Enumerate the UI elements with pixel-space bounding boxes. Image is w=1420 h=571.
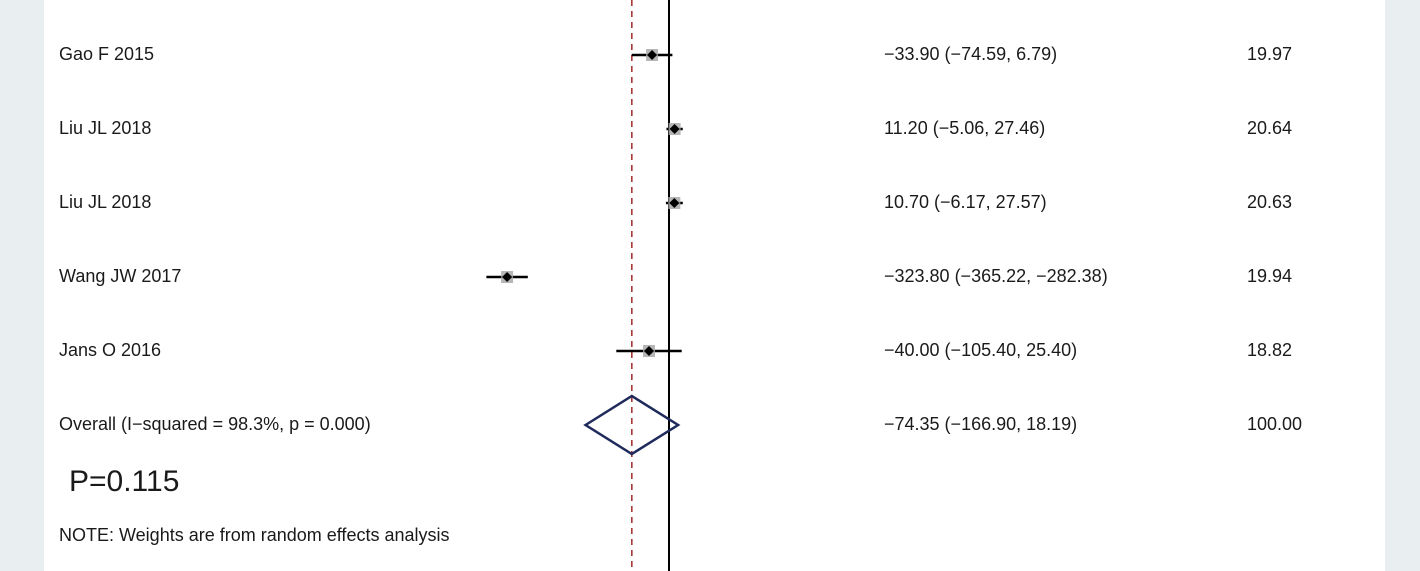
study-weight: 19.97 — [1247, 44, 1292, 64]
study-point-estimate — [644, 346, 654, 356]
study-point-estimate — [669, 198, 680, 208]
study-weight: 18.82 — [1247, 340, 1292, 360]
forest-plot-panel: Gao F 2015 −33.90 (−74.59, 6.79) 19.97 Liu … — [44, 0, 1385, 571]
p-value-label: P=0.115 — [69, 465, 179, 498]
weights-note: NOTE: Weights are from random effects an… — [59, 525, 449, 545]
study-point-estimate — [669, 124, 680, 134]
study-ci: 10.70 (−6.17, 27.57) — [884, 192, 1047, 212]
overall-label: Overall (I−squared = 98.3%, p = 0.000) — [59, 414, 371, 434]
study-weight: 20.64 — [1247, 118, 1292, 138]
overall-weight: 100.00 — [1247, 414, 1302, 434]
study-weight: 19.94 — [1247, 266, 1292, 286]
study-label: Gao F 2015 — [59, 44, 154, 64]
study-ci: −33.90 (−74.59, 6.79) — [884, 44, 1057, 64]
study-label: Liu JL 2018 — [59, 192, 151, 212]
study-label: Wang JW 2017 — [59, 266, 181, 286]
study-weight: 20.63 — [1247, 192, 1292, 212]
study-label: Liu JL 2018 — [59, 118, 151, 138]
study-label: Jans O 2016 — [59, 340, 161, 360]
study-ci: 11.20 (−5.06, 27.46) — [884, 118, 1045, 138]
forest-plot: Gao F 2015 −33.90 (−74.59, 6.79) 19.97 Liu … — [59, 0, 1302, 571]
study-ci: −323.80 (−365.22, −282.38) — [884, 266, 1108, 286]
overall-diamond — [583, 394, 681, 456]
study-point-estimate — [502, 272, 513, 282]
overall-ci: −74.35 (−166.90, 18.19) — [884, 414, 1077, 434]
study-ci: −40.00 (−105.40, 25.40) — [884, 340, 1077, 360]
study-point-estimate — [647, 50, 658, 60]
